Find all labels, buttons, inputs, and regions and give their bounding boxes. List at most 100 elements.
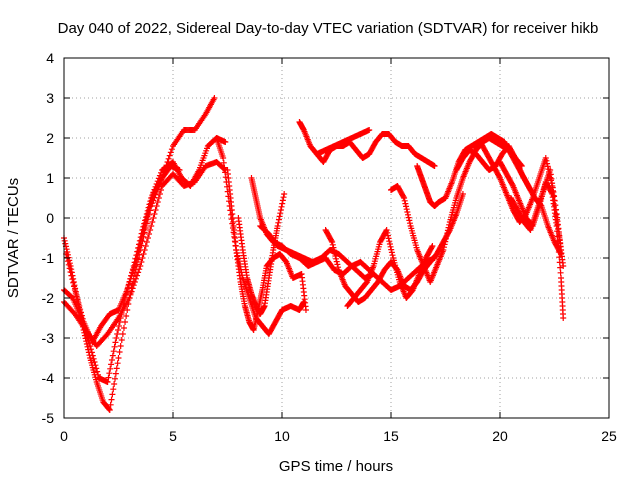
data-point [107,401,114,408]
data-point [551,197,558,204]
y-tick-label: -5 [42,410,55,426]
data-point [149,194,156,201]
data-point [328,237,335,244]
data-point [300,299,307,305]
data-point [154,199,161,205]
data-point [69,276,76,283]
data-point [406,217,413,224]
data-point [158,187,165,193]
data-point [125,281,132,288]
data-point [111,343,118,350]
data-point [556,254,563,261]
series-track-e [213,135,307,337]
data-point [117,343,124,349]
data-point [459,191,466,197]
series-track-a [61,95,218,413]
data-point [400,193,407,200]
data-point [496,173,503,180]
data-point [146,231,153,237]
data-point [134,272,141,279]
data-point [138,237,145,244]
y-tick-label: -4 [42,370,55,386]
data-point [333,255,340,262]
data-point [511,153,518,160]
data-point [119,331,126,337]
data-point [115,355,122,361]
data-point [108,361,115,368]
data-point [126,295,133,301]
data-point [445,224,452,231]
data-point [144,235,151,241]
data-point [281,191,288,197]
data-point [331,250,338,257]
chart-title: Day 040 of 2022, Sidereal Day-to-day VTE… [58,20,599,37]
data-point [222,174,229,181]
y-tick-label: -3 [42,330,55,346]
data-point [552,202,559,209]
data-point [557,264,564,271]
y-axis-label: SDTVAR / TECUs [5,178,22,298]
data-point [113,365,120,372]
data-point [277,207,284,213]
data-point [65,261,72,268]
data-point [118,337,125,343]
data-point [88,349,95,356]
series-track-j [313,131,438,169]
data-point [64,258,71,265]
plot-frame [63,57,610,419]
data-point [551,193,558,200]
data-point [401,197,408,204]
data-point [277,210,284,217]
data-point [131,279,138,285]
data-point [132,261,139,268]
data-point [560,315,567,321]
data-point [120,325,127,331]
data-point [146,207,153,213]
data-point [550,189,557,195]
data-point [334,261,341,268]
data-point [114,360,121,367]
data-point [558,247,565,253]
x-tick-label: 15 [383,428,399,444]
data-point [428,244,435,251]
data-point [86,340,93,347]
data-point [383,227,390,233]
data-point [440,244,447,251]
data-point [128,288,135,295]
series-track-m [344,227,436,309]
data-point [78,309,85,316]
data-point [148,223,155,229]
data-point [123,313,130,319]
data-point [135,248,142,255]
data-point [153,203,160,209]
data-point [388,246,395,253]
y-tick-label: 2 [46,130,54,146]
data-point [62,240,69,247]
data-point [388,249,395,256]
data-point [88,346,95,353]
data-point [111,381,118,387]
data-point [366,127,373,133]
y-tick-label: 4 [46,50,54,66]
data-point [151,211,158,217]
data-point [138,259,145,265]
x-tick-label: 25 [601,428,617,444]
data-point [77,306,84,313]
data-point [93,365,100,372]
y-tick-label: 3 [46,90,54,106]
data-point [221,164,228,171]
data-point [137,263,144,269]
data-point [560,263,567,269]
data-point [130,282,137,289]
data-point [146,203,153,210]
data-point [446,221,453,228]
data-point [127,291,134,298]
data-point [75,299,82,306]
data-point [61,237,68,244]
data-point [404,209,411,215]
data-point [124,287,131,293]
data-point [547,167,554,173]
data-point [542,155,549,161]
data-point [384,232,391,239]
